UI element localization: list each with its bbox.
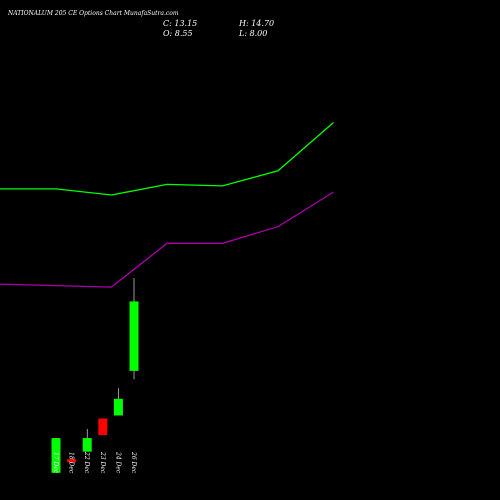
candle [129,278,139,380]
candle-body [98,418,108,436]
high-value: H: 14.70 [239,19,275,28]
date-tick-label: 18 Dec [68,452,75,474]
lower-band-line [0,191,334,288]
open-value: O: 8.55 [163,29,193,38]
chart-title: NATIONALUM 205 CE Options Chart MunafaSu… [8,10,179,17]
upper-band-line [0,122,334,196]
candle [67,459,77,463]
date-tick-label: 23 Dec [99,451,106,474]
date-tick-label: 26 Dec [130,451,137,474]
candle-body [129,301,139,371]
close-value: C: 13.15 [163,19,198,28]
low-value: L: 8.00 [239,29,268,38]
date-tick-label: 17 Dec [52,452,59,474]
date-tick-label: 22 Dec [83,451,90,474]
candle [98,418,108,436]
candle [51,438,61,473]
candle [82,429,92,452]
candle-body [113,398,123,416]
candle-body [67,459,77,463]
candle-body [82,438,92,452]
candle-body [51,438,61,473]
date-tick-label: 24 Dec [114,451,121,474]
candle [113,388,123,416]
